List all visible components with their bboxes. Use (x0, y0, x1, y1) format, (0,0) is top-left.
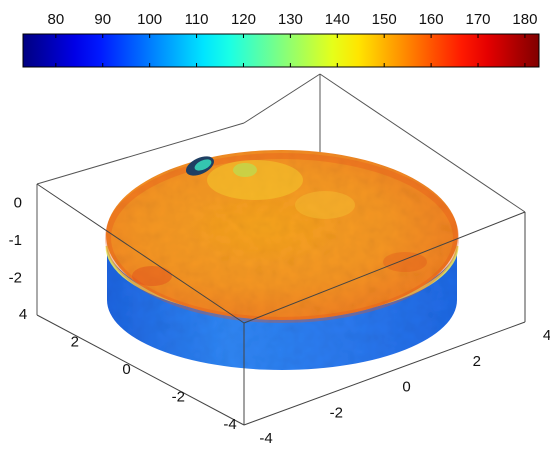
colorbar-tick-label: 120 (231, 11, 256, 28)
box-edge (36, 122, 245, 185)
x-tick-label: 4 (543, 327, 550, 344)
y-tick-label: 2 (71, 334, 79, 351)
x-tick-label: -4 (259, 430, 272, 447)
x-axis-ticks: -4 -2 0 2 4 (259, 327, 550, 447)
colorbar-gradient (22, 33, 540, 68)
x-tick-label: -2 (330, 404, 343, 421)
x-tick-label: 2 (473, 353, 481, 370)
yellow-patch (207, 160, 303, 200)
colorbar-tick-label: 180 (512, 11, 537, 28)
box-edge (243, 73, 321, 124)
box-edge (36, 314, 245, 426)
y-tick-label: -2 (172, 389, 185, 406)
box-edge (319, 73, 526, 213)
box-edge (243, 321, 526, 426)
y-tick-label: -4 (223, 416, 236, 433)
z-tick-label: 0 (14, 195, 22, 212)
x-tick-label: 0 (402, 379, 410, 396)
y-tick-label: 4 (19, 306, 27, 323)
top-face-red-edge (105, 153, 459, 323)
colorbar-tick-label: 140 (325, 11, 350, 28)
colorbar-tick-label: 150 (372, 11, 397, 28)
colorbar-ticks: 80 90 100 110 120 130 140 150 160 170 180 (47, 11, 537, 67)
yellow-patch (295, 191, 355, 219)
colorbar-tick-label: 160 (419, 11, 444, 28)
y-tick-label: 0 (122, 361, 130, 378)
box-edge (36, 183, 245, 324)
colorbar-tick-label: 90 (94, 11, 111, 28)
colorbar-tick-label: 110 (185, 11, 209, 28)
z-tick-label: -1 (9, 232, 22, 249)
colorbar: 80 90 100 110 120 130 140 150 160 170 180 (22, 11, 540, 68)
red-patch (132, 266, 172, 286)
hot-spot-cyan (194, 159, 212, 171)
colorbar-tick-label: 170 (466, 11, 491, 28)
cylinder-top-face (106, 150, 458, 320)
z-tick-label: -2 (9, 270, 22, 287)
colorbar-tick-label: 80 (47, 11, 64, 28)
z-axis-ticks: -2 -1 0 (9, 195, 22, 287)
y-axis-ticks: -4 -2 0 2 4 (19, 306, 237, 433)
cylinder-side-wall (107, 243, 457, 370)
colorbar-tick-label: 130 (278, 11, 303, 28)
red-patch (383, 252, 427, 272)
green-patch (233, 163, 257, 177)
axes-box-front (36, 183, 526, 426)
colorbar-tick-label: 100 (137, 11, 162, 28)
cylinder-object (105, 150, 459, 370)
box-edge (243, 211, 526, 324)
